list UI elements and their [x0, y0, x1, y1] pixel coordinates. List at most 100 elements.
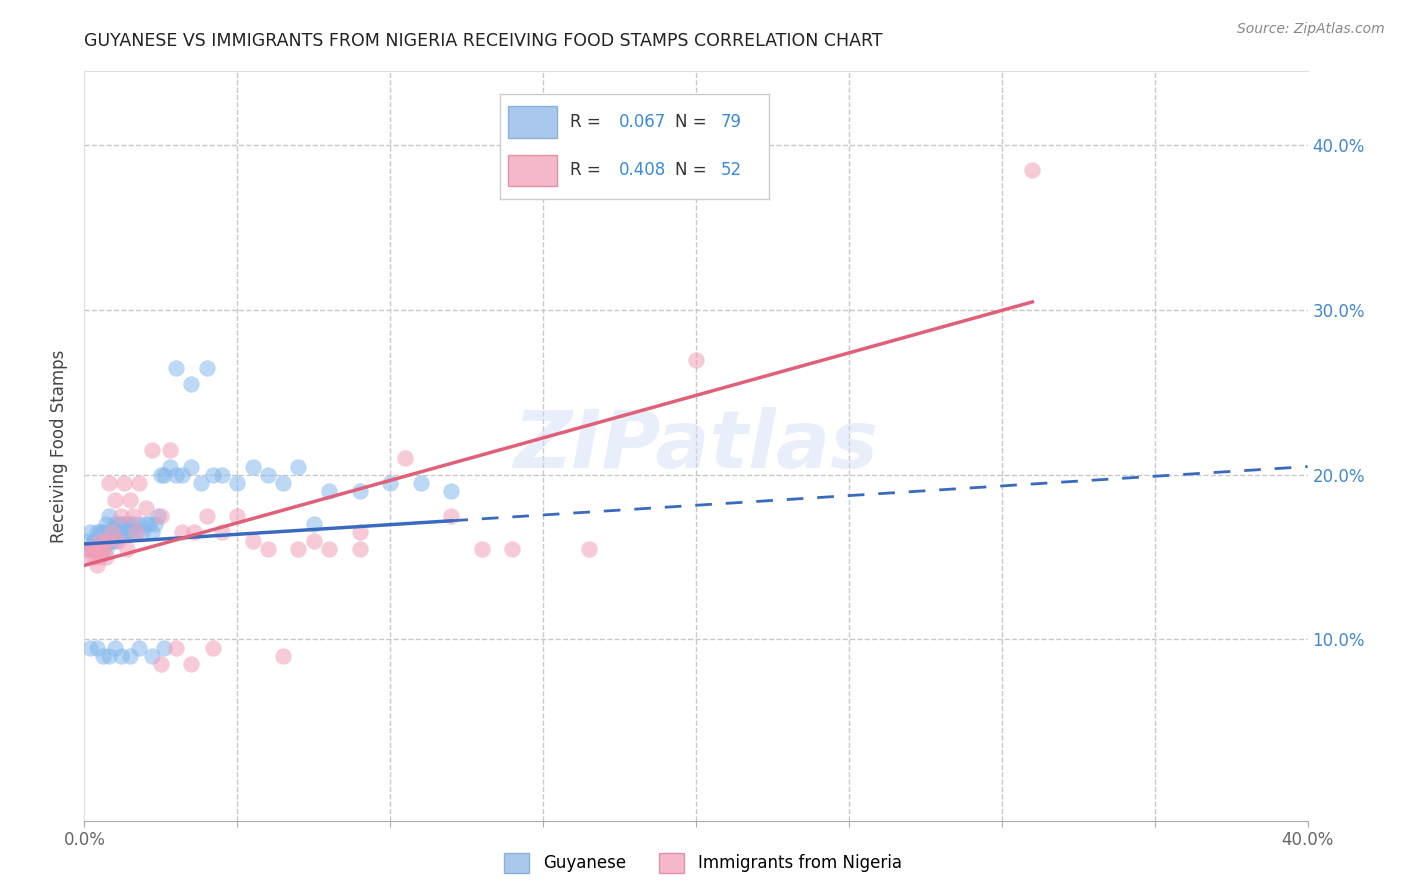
Point	[76, 541, 98, 556]
Text: ZIPatlas: ZIPatlas	[513, 407, 879, 485]
Point	[110, 517, 132, 532]
Point	[120, 517, 142, 532]
Point	[131, 525, 153, 540]
Point	[302, 533, 325, 548]
Point	[115, 517, 138, 532]
Point	[83, 541, 105, 556]
Point	[89, 533, 111, 548]
Point	[125, 525, 148, 540]
Point	[141, 648, 163, 663]
Point	[120, 525, 142, 540]
Point	[91, 525, 114, 540]
Point	[101, 525, 124, 540]
Point	[86, 533, 108, 548]
Point	[394, 451, 416, 466]
Point	[141, 525, 163, 540]
Point	[86, 541, 108, 556]
Point	[143, 517, 166, 532]
Point	[112, 476, 135, 491]
Point	[153, 640, 176, 655]
Point	[97, 648, 120, 663]
Point	[349, 525, 371, 540]
Legend: Guyanese, Immigrants from Nigeria: Guyanese, Immigrants from Nigeria	[498, 847, 908, 880]
Point	[83, 533, 105, 548]
Point	[190, 476, 212, 491]
Point	[101, 525, 124, 540]
Point	[86, 640, 108, 655]
Point	[180, 459, 202, 474]
Point	[128, 517, 150, 532]
Point	[135, 517, 157, 532]
Point	[149, 508, 172, 523]
Point	[104, 525, 127, 540]
Point	[107, 517, 129, 532]
Point	[349, 484, 371, 499]
Point	[138, 517, 160, 532]
Point	[211, 467, 233, 482]
Text: GUYANESE VS IMMIGRANTS FROM NIGERIA RECEIVING FOOD STAMPS CORRELATION CHART: GUYANESE VS IMMIGRANTS FROM NIGERIA RECE…	[84, 32, 883, 50]
Point	[79, 640, 101, 655]
Point	[180, 657, 202, 672]
Point	[159, 459, 181, 474]
Point	[195, 508, 218, 523]
Point	[153, 467, 176, 482]
Point	[94, 517, 117, 532]
Point	[380, 476, 402, 491]
Point	[79, 541, 101, 556]
Point	[115, 525, 138, 540]
Point	[104, 533, 127, 548]
Point	[135, 500, 157, 515]
Point	[86, 525, 108, 540]
Point	[79, 525, 101, 540]
Point	[149, 467, 172, 482]
Point	[101, 533, 124, 548]
Point	[91, 525, 114, 540]
Point	[271, 476, 294, 491]
Point	[94, 533, 117, 548]
Point	[120, 648, 142, 663]
Point	[578, 541, 600, 556]
Point	[149, 657, 172, 672]
Point	[107, 533, 129, 548]
Point	[349, 541, 371, 556]
Point	[165, 360, 187, 375]
Point	[79, 550, 101, 565]
Point	[83, 533, 105, 548]
Point	[242, 459, 264, 474]
Point	[97, 508, 120, 523]
Point	[226, 508, 249, 523]
Point	[112, 517, 135, 532]
Point	[302, 517, 325, 532]
Point	[115, 541, 138, 556]
Point	[97, 525, 120, 540]
Point	[201, 640, 224, 655]
Point	[76, 541, 98, 556]
Point	[685, 352, 707, 367]
Point	[86, 558, 108, 573]
Point	[257, 467, 280, 482]
Point	[141, 443, 163, 458]
Point	[110, 525, 132, 540]
Point	[128, 476, 150, 491]
Point	[76, 533, 98, 548]
Point	[89, 541, 111, 556]
Point	[271, 648, 294, 663]
Point	[79, 541, 101, 556]
Point	[226, 476, 249, 491]
Point	[211, 525, 233, 540]
Point	[91, 541, 114, 556]
Point	[128, 640, 150, 655]
Point	[89, 525, 111, 540]
Point	[94, 550, 117, 565]
Point	[165, 640, 187, 655]
Text: Source: ZipAtlas.com: Source: ZipAtlas.com	[1237, 22, 1385, 37]
Point	[91, 541, 114, 556]
Point	[172, 525, 194, 540]
Point	[110, 508, 132, 523]
Point	[440, 484, 463, 499]
Point	[242, 533, 264, 548]
Point	[107, 525, 129, 540]
Point	[165, 467, 187, 482]
Y-axis label: Receiving Food Stamps: Receiving Food Stamps	[49, 350, 67, 542]
Point	[86, 541, 108, 556]
